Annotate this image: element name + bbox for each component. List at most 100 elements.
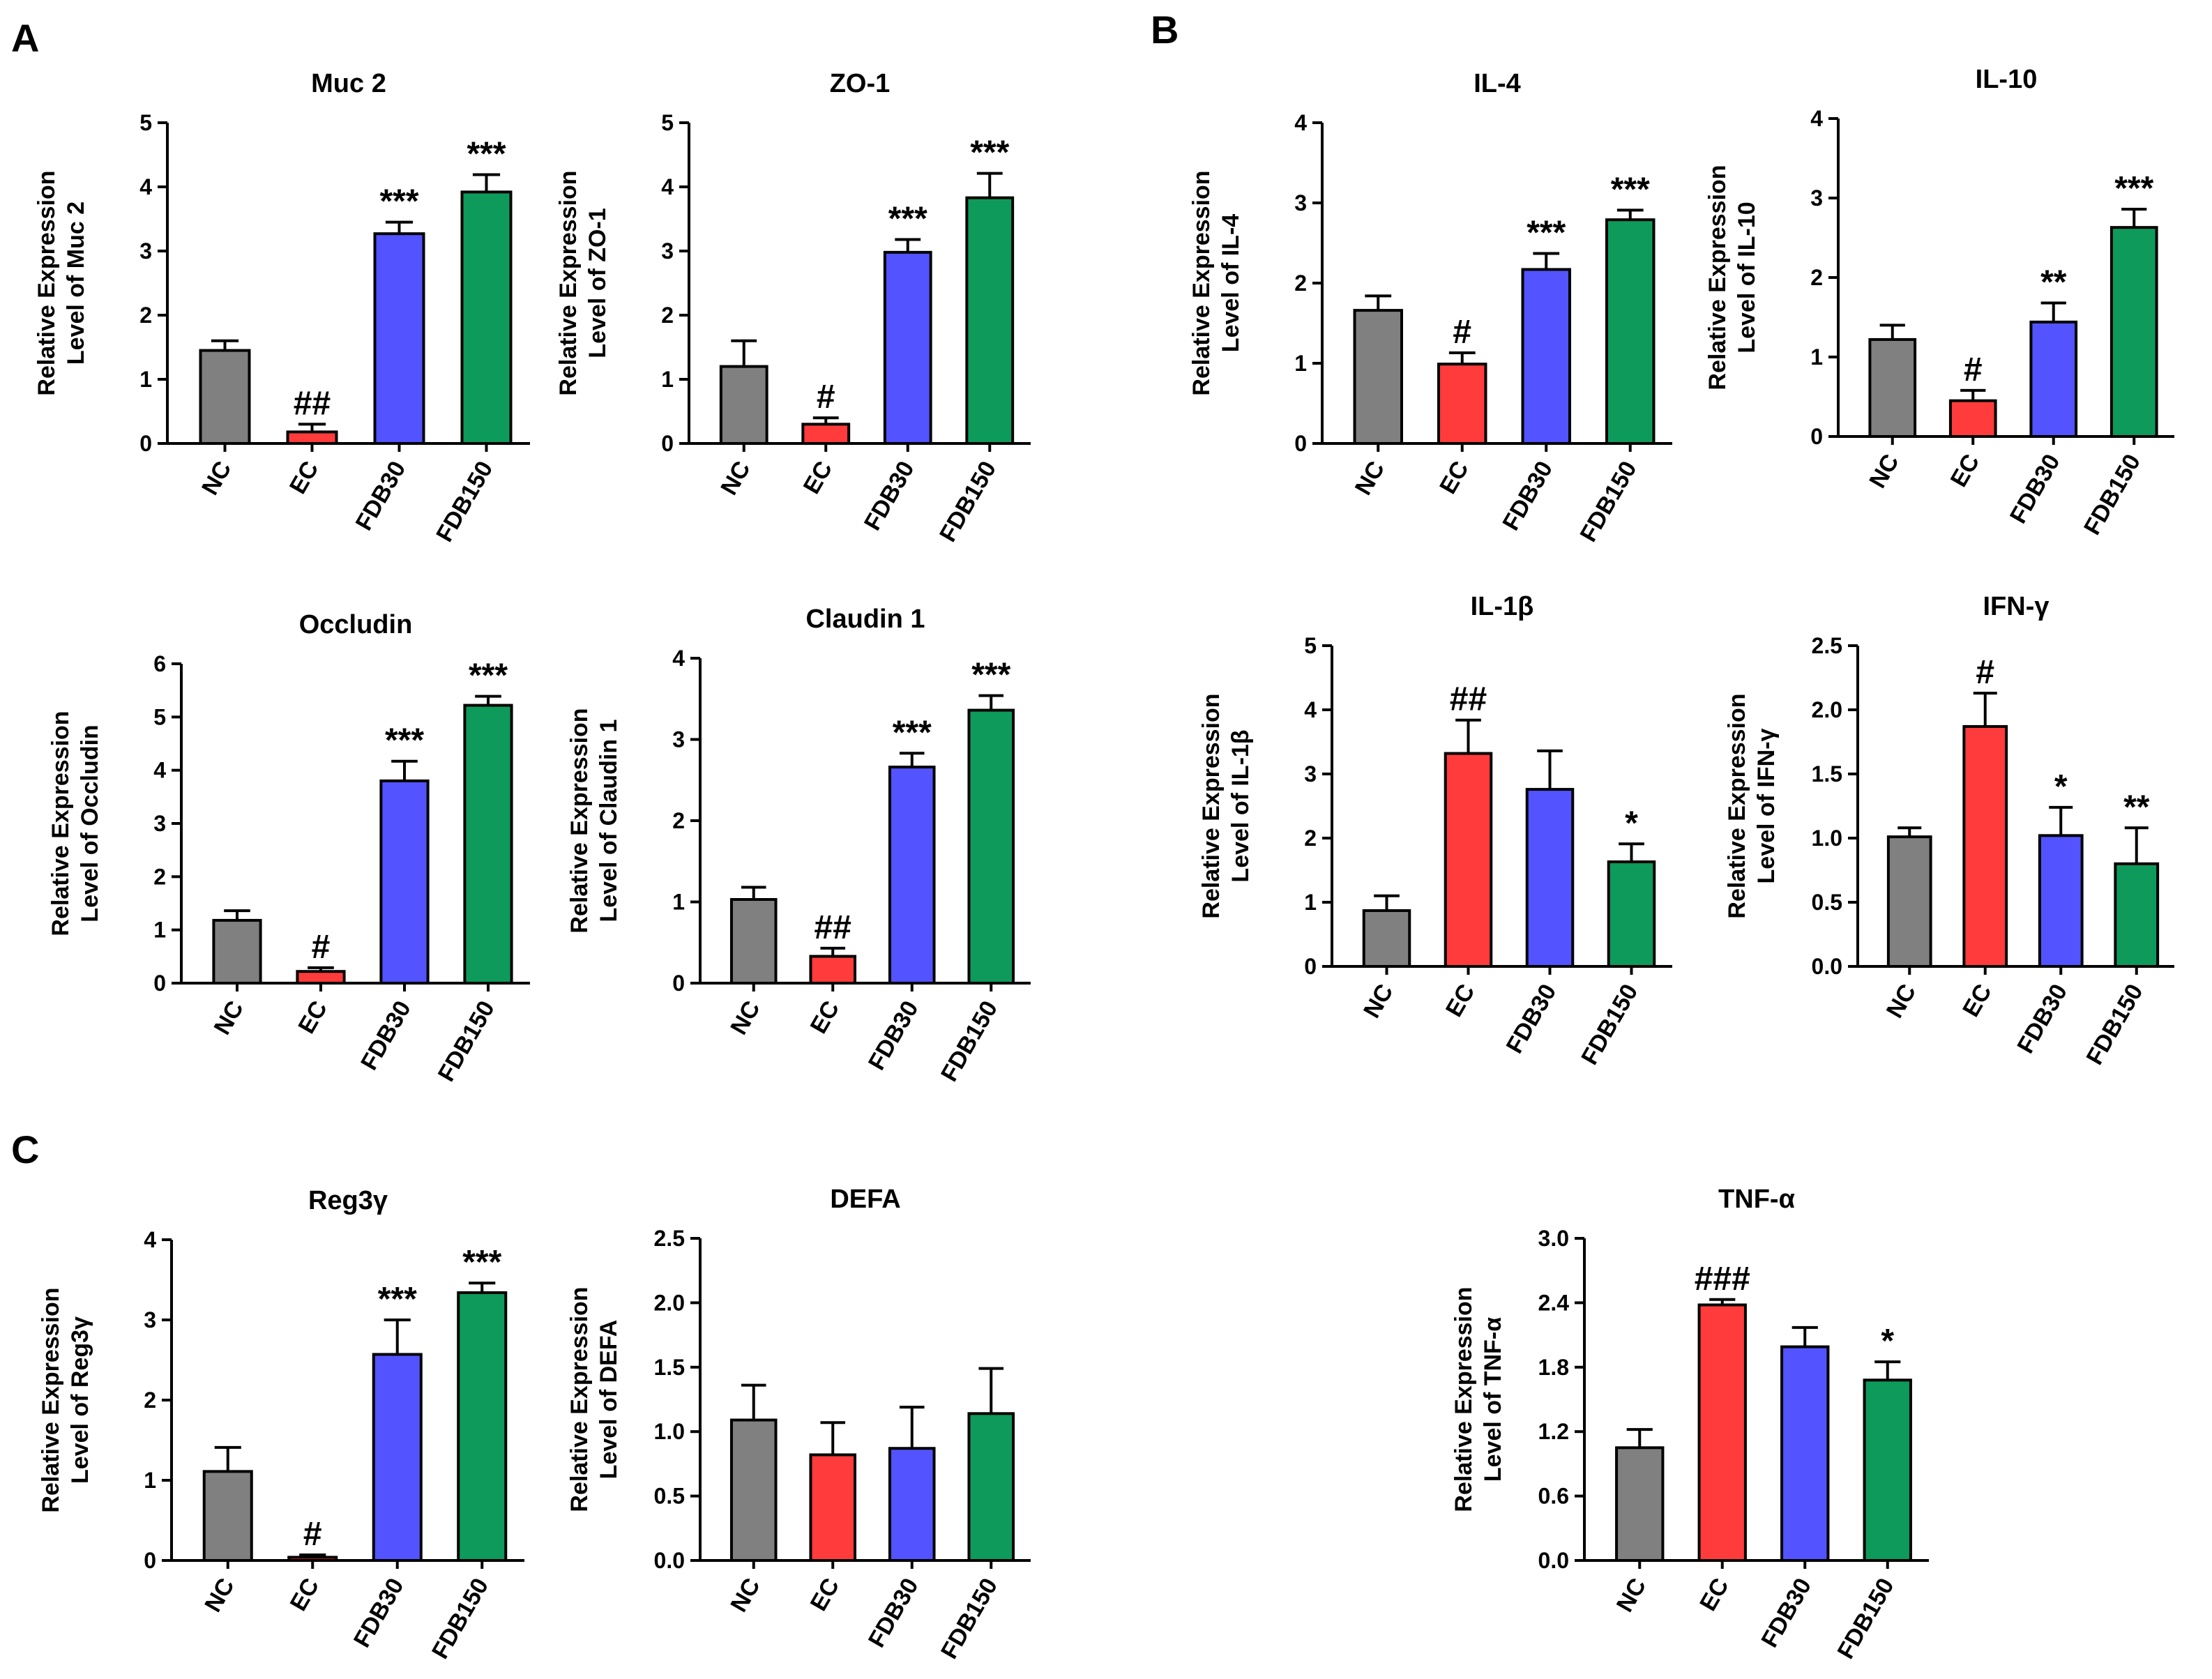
y-tick-label: 1 — [153, 918, 166, 943]
significance-marker: ** — [2123, 789, 2150, 826]
bar-ec — [1437, 363, 1487, 446]
y-tick-label: 4 — [153, 758, 166, 783]
chart-title: Reg3γ — [308, 1186, 388, 1215]
x-tick-label: NC — [1350, 457, 1390, 500]
y-tick-label: 3 — [1304, 761, 1317, 787]
y-tick-label: 0 — [661, 431, 674, 456]
x-tick-label: FDB30 — [2012, 980, 2073, 1058]
y-tick-label: 2.0 — [1812, 697, 1842, 722]
bar-ec — [809, 955, 857, 985]
bar-fdb150 — [1607, 860, 1656, 968]
x-tick-label: EC — [805, 996, 845, 1038]
bar-nc — [1615, 1446, 1665, 1563]
panel-label-c: C — [11, 1127, 39, 1171]
bar-fdb150 — [2114, 862, 2160, 968]
y-tick-label: 1.8 — [1538, 1355, 1569, 1380]
significance-marker: # — [1453, 314, 1471, 351]
y-tick-label: 2 — [672, 808, 685, 833]
y-axis-label: Level of Claudin 1 — [596, 720, 622, 922]
y-tick-label: 6 — [153, 651, 166, 676]
y-tick-label: 0.5 — [1812, 890, 1842, 915]
chart-tnfa: TNF-α Relative Expression Level of TNF-α 0.… — [1450, 1185, 1929, 1664]
chart-defa: DEFA Relative Expression Level of DEFA 0.0 0… — [566, 1185, 1031, 1664]
x-tick-label: FDB30 — [349, 1574, 409, 1652]
y-axis-label: Level of DEFA — [596, 1320, 622, 1480]
y-tick-label: 1 — [139, 367, 152, 392]
bar-ec — [286, 430, 338, 446]
x-tick-label: NC — [725, 1574, 765, 1617]
x-tick-label: EC — [1441, 980, 1480, 1021]
x-tick-label: NC — [1864, 450, 1904, 493]
bar-fdb30 — [373, 232, 425, 445]
chart-il1b: IL-1β Relative Expression Level of IL-1β 0 1… — [1198, 592, 1672, 1070]
y-axis-label: Relative Expression — [33, 170, 60, 395]
chart-title: Muc 2 — [311, 69, 386, 98]
significance-marker: ### — [1695, 1261, 1750, 1298]
y-tick-label: 3 — [144, 1307, 156, 1332]
y-tick-label: 0.6 — [1538, 1484, 1569, 1509]
x-tick-label: FDB30 — [356, 996, 416, 1074]
bar-nc — [1362, 909, 1411, 968]
bar-fdb30 — [1780, 1345, 1830, 1563]
significance-marker: * — [1625, 805, 1638, 842]
x-tick-label: EC — [1434, 457, 1474, 499]
chart-title: IFN-γ — [1983, 592, 2050, 621]
x-tick-label: NC — [725, 996, 765, 1040]
x-tick-label: EC — [805, 1574, 845, 1616]
y-axis-label: Level of TNF-α — [1480, 1317, 1506, 1482]
significance-marker: *** — [970, 135, 1009, 172]
x-tick-label: EC — [293, 996, 333, 1038]
y-axis-label: Relative Expression — [1188, 170, 1215, 395]
chart-ifng: IFN-γ Relative Expression Level of IFN-γ 0.… — [1724, 592, 2174, 1070]
x-tick-label: NC — [199, 1574, 239, 1617]
y-tick-label: 0.0 — [1812, 954, 1842, 979]
significance-marker: *** — [1611, 171, 1650, 208]
significance-marker: * — [1881, 1323, 1894, 1360]
bar-fdb150 — [460, 190, 513, 445]
bar-nc — [719, 365, 768, 445]
bar-ec — [1948, 399, 1997, 439]
y-tick-label: 1 — [661, 367, 674, 392]
significance-marker: *** — [462, 1244, 501, 1281]
chart-reg3g: Reg3γ Relative Expression Level of Reg3γ 0 1… — [38, 1186, 524, 1664]
y-tick-label: 0 — [672, 971, 685, 996]
y-tick-label: 4 — [672, 646, 685, 671]
y-axis-label: Relative Expression — [566, 1286, 593, 1512]
y-axis-label: Relative Expression — [1198, 693, 1225, 918]
panel-label-a: A — [11, 16, 39, 60]
significance-marker: *** — [379, 183, 418, 220]
y-tick-label: 3 — [153, 811, 166, 836]
x-tick-label: FDB30 — [863, 996, 924, 1074]
y-tick-label: 5 — [661, 110, 674, 135]
y-tick-label: 2.5 — [654, 1226, 685, 1251]
chart-title: Claudin 1 — [805, 605, 925, 634]
y-tick-label: 2 — [1810, 265, 1823, 290]
bar-nc — [1868, 337, 1917, 439]
chart-claudin1: Claudin 1 Relative Expression Level of Cla… — [566, 605, 1031, 1086]
chart-muc2: Muc 2 Relative Expression Level of Muc 2 0 1… — [33, 69, 530, 547]
bar-fdb150 — [463, 704, 513, 985]
significance-marker: ## — [1450, 681, 1487, 718]
x-tick-label: FDB30 — [2005, 450, 2066, 528]
x-tick-label: FDB150 — [936, 996, 1003, 1086]
x-tick-label: NC — [209, 996, 248, 1040]
x-tick-label: FDB150 — [2081, 980, 2148, 1070]
y-axis-label: Relative Expression — [1724, 693, 1750, 918]
bar-nc — [729, 898, 778, 985]
bar-ec — [287, 1556, 338, 1562]
x-tick-label: FDB150 — [1576, 980, 1643, 1070]
bar-fdb30 — [2038, 834, 2084, 968]
significance-marker: *** — [888, 200, 927, 237]
y-axis-label: Level of IFN-γ — [1753, 728, 1780, 883]
y-tick-label: 3 — [1294, 190, 1307, 215]
y-tick-label: 2.5 — [1812, 633, 1842, 658]
y-tick-label: 5 — [139, 110, 152, 135]
x-tick-label: FDB30 — [859, 457, 920, 535]
y-tick-label: 2 — [144, 1388, 156, 1413]
y-axis-label: Relative Expression — [1704, 165, 1731, 390]
y-axis-label: Level of IL-4 — [1218, 214, 1244, 352]
x-tick-label: EC — [1957, 980, 1997, 1021]
significance-marker: # — [303, 1516, 322, 1553]
panel-label-b: B — [1151, 8, 1179, 52]
y-axis-label: Level of IL-10 — [1734, 202, 1760, 353]
